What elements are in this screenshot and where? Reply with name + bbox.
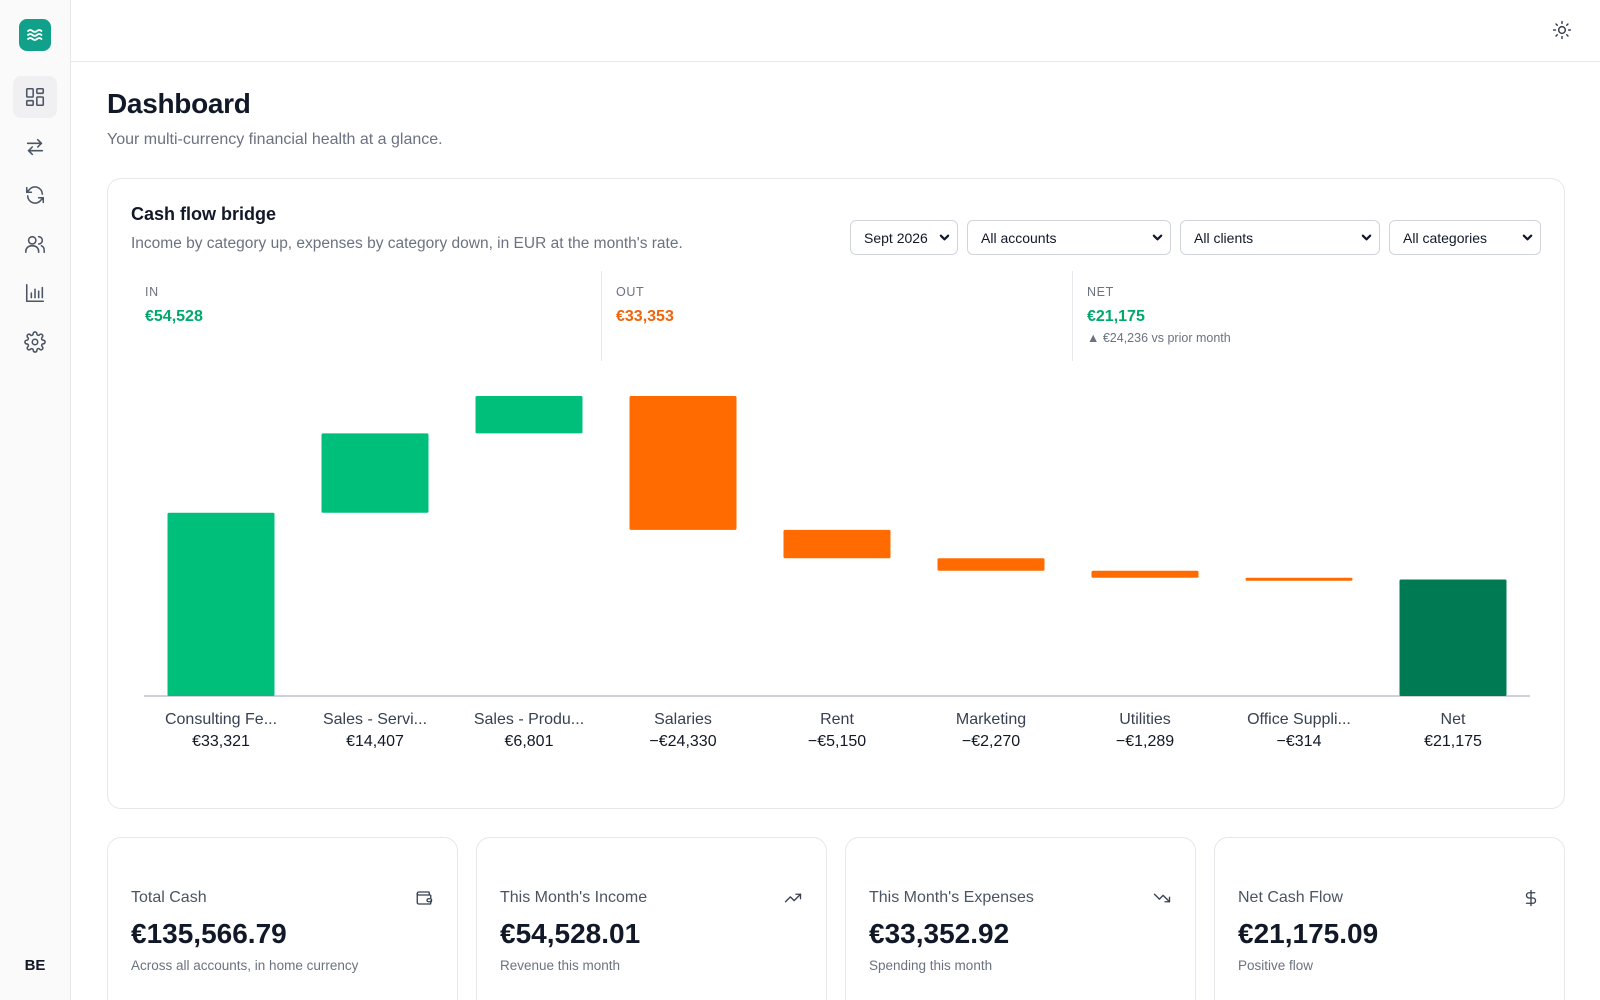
card-subtitle: Income by category up, expenses by categ… bbox=[131, 235, 683, 252]
categories-select[interactable]: All categories bbox=[1389, 220, 1541, 255]
category-label: Office Suppli... bbox=[1247, 711, 1351, 728]
stat-card-net-cash-flow: Net Cash Flow €21,175.09 Positive flow bbox=[1214, 837, 1565, 1000]
sidebar-item-reports[interactable] bbox=[13, 272, 57, 314]
filters: Sept 2026 All accounts All clients All c… bbox=[850, 220, 1541, 255]
chevron-down-icon bbox=[1152, 232, 1163, 243]
stat-note: Positive flow bbox=[1238, 958, 1314, 973]
waterfall-bar[interactable] bbox=[629, 396, 737, 530]
categories-select-value: All categories bbox=[1403, 229, 1488, 246]
category-label: Rent bbox=[820, 711, 854, 728]
kpi-net-label: NET bbox=[1087, 285, 1114, 299]
category-label: Net bbox=[1441, 711, 1466, 728]
clients-select[interactable]: All clients bbox=[1180, 220, 1380, 255]
bridge-kpis: IN €54,528 OUT €33,353 NET €21,175 ▲ €24… bbox=[131, 271, 1543, 361]
category-label: Sales - Servi... bbox=[323, 711, 427, 728]
value-label: €33,321 bbox=[192, 733, 250, 750]
stat-label: This Month's Expenses bbox=[869, 889, 1034, 906]
kpi-out-value: €33,353 bbox=[616, 308, 674, 325]
waterfall-bar[interactable] bbox=[475, 396, 583, 434]
kpi-net: NET €21,175 ▲ €24,236 vs prior month bbox=[1072, 271, 1543, 361]
category-label: Utilities bbox=[1119, 711, 1171, 728]
value-label: −€314 bbox=[1277, 733, 1322, 750]
accounts-select-value: All accounts bbox=[981, 229, 1057, 246]
stat-label: This Month's Income bbox=[500, 889, 648, 906]
stat-note: Across all accounts, in home currency bbox=[131, 958, 359, 973]
stat-value: €54,528.01 bbox=[500, 918, 641, 949]
clients-select-value: All clients bbox=[1194, 229, 1254, 246]
sidebar-item-transfers[interactable] bbox=[13, 126, 57, 168]
value-label: −€1,289 bbox=[1116, 733, 1174, 750]
waterfall-bar[interactable] bbox=[167, 512, 275, 696]
page-subtitle: Your multi-currency financial health at … bbox=[107, 131, 443, 148]
stat-value: €21,175.09 bbox=[1238, 918, 1379, 949]
value-label: −€24,330 bbox=[649, 733, 716, 750]
kpi-net-value: €21,175 bbox=[1087, 308, 1145, 325]
waterfall-bar[interactable] bbox=[321, 433, 429, 513]
theme-toggle-button[interactable] bbox=[1552, 20, 1574, 42]
stat-card-monthly-income: This Month's Income €54,528.01 Revenue t… bbox=[476, 837, 827, 1000]
waterfall-bar[interactable] bbox=[783, 529, 891, 559]
arrows-left-right-icon bbox=[26, 138, 44, 156]
kpi-in-value: €54,528 bbox=[145, 308, 203, 325]
users-icon bbox=[25, 235, 45, 254]
trending-down-icon bbox=[1153, 889, 1173, 909]
sidebar-item-dashboard[interactable] bbox=[13, 76, 57, 118]
kpi-out: OUT €33,353 bbox=[601, 271, 1072, 361]
app-logo[interactable] bbox=[19, 19, 51, 51]
category-label: Consulting Fe... bbox=[165, 711, 277, 728]
month-select[interactable]: Sept 2026 bbox=[850, 220, 958, 255]
dollar-icon bbox=[1522, 889, 1542, 909]
category-label: Sales - Produ... bbox=[474, 711, 584, 728]
kpi-in: IN €54,528 bbox=[131, 271, 601, 361]
value-label: −€2,270 bbox=[962, 733, 1020, 750]
value-label: €21,175 bbox=[1424, 733, 1482, 750]
stat-label: Total Cash bbox=[131, 889, 207, 906]
sidebar-item-clients[interactable] bbox=[13, 223, 57, 265]
waterfall-bar[interactable] bbox=[1399, 579, 1507, 697]
kpi-out-label: OUT bbox=[616, 285, 645, 299]
gear-icon bbox=[24, 331, 46, 353]
chevron-down-icon bbox=[939, 232, 950, 243]
trending-up-icon bbox=[784, 889, 804, 909]
sidebar: BE bbox=[0, 0, 71, 1000]
category-label: Marketing bbox=[956, 711, 1026, 728]
sidebar-item-recurring[interactable] bbox=[13, 174, 57, 216]
top-bar bbox=[71, 0, 1600, 62]
cash-flow-bridge-chart: Consulting Fe... €33,321 Sales - Servi... €… bbox=[144, 396, 1530, 750]
waterfall-bar[interactable] bbox=[1091, 570, 1199, 578]
waterfall-bar[interactable] bbox=[937, 558, 1045, 571]
cash-flow-bridge-card: Cash flow bridge Income by category up, … bbox=[107, 178, 1565, 809]
chevron-down-icon bbox=[1522, 232, 1533, 243]
accounts-select[interactable]: All accounts bbox=[967, 220, 1171, 255]
dashboard-grid-icon bbox=[25, 87, 45, 107]
value-label: €14,407 bbox=[346, 733, 404, 750]
waves-icon bbox=[27, 29, 43, 41]
kpi-net-note: ▲ €24,236 vs prior month bbox=[1087, 331, 1231, 345]
stat-value: €33,352.92 bbox=[869, 918, 1010, 949]
stat-note: Revenue this month bbox=[500, 958, 621, 973]
stat-card-total-cash: Total Cash €135,566.79 Across all accoun… bbox=[107, 837, 458, 1000]
chevron-down-icon bbox=[1361, 232, 1372, 243]
wallet-icon bbox=[415, 889, 435, 909]
refresh-icon bbox=[25, 186, 45, 204]
month-select-value: Sept 2026 bbox=[864, 229, 928, 246]
stat-value: €135,566.79 bbox=[131, 918, 287, 949]
stat-label: Net Cash Flow bbox=[1238, 889, 1343, 906]
value-label: €6,801 bbox=[505, 733, 554, 750]
stat-card-monthly-expenses: This Month's Expenses €33,352.92 Spendin… bbox=[845, 837, 1196, 1000]
page-title: Dashboard bbox=[107, 88, 251, 119]
sidebar-item-settings[interactable] bbox=[13, 321, 57, 363]
kpi-in-label: IN bbox=[145, 285, 159, 299]
bar-chart-icon bbox=[25, 283, 45, 303]
waterfall-bar[interactable] bbox=[1245, 577, 1353, 581]
category-label: Salaries bbox=[654, 711, 712, 728]
user-avatar[interactable]: BE bbox=[24, 956, 46, 974]
value-label: −€5,150 bbox=[808, 733, 866, 750]
card-title: Cash flow bridge bbox=[131, 204, 277, 224]
stat-note: Spending this month bbox=[869, 958, 993, 973]
sun-icon bbox=[1552, 20, 1572, 40]
